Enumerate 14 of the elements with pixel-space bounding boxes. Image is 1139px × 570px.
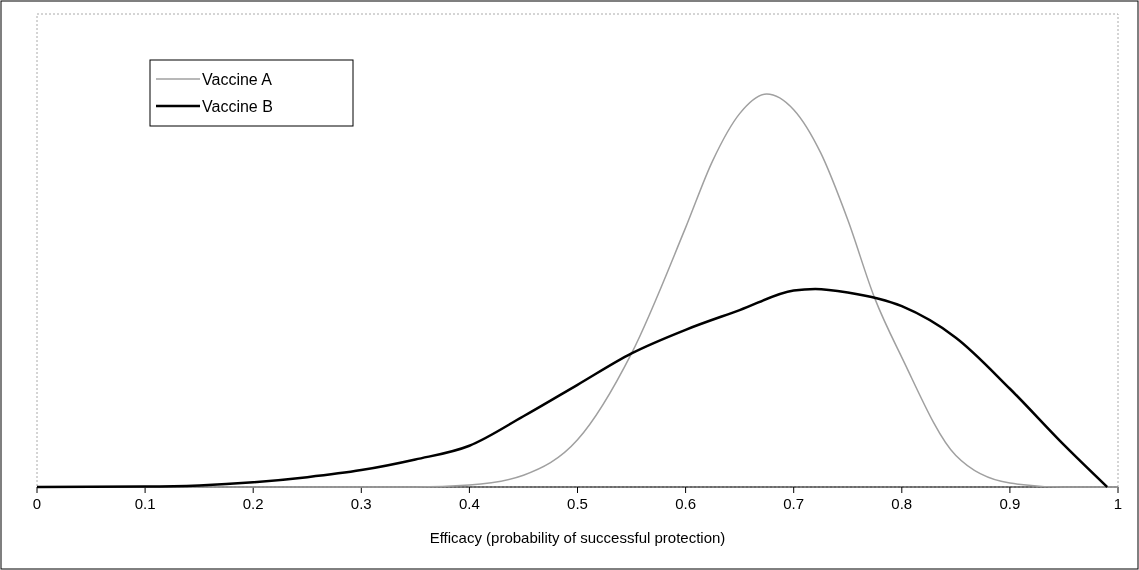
x-tick-label: 0.6: [675, 495, 697, 512]
x-tick-label: 0.9: [999, 495, 1021, 512]
x-tick-label: 0.1: [134, 495, 156, 512]
x-tick-label: 0.7: [783, 495, 805, 512]
x-tick-label: 0.4: [458, 495, 480, 512]
legend-label: Vaccine B: [202, 98, 273, 115]
legend-label: Vaccine A: [202, 71, 273, 88]
x-tick-label: 0.8: [891, 495, 913, 512]
x-tick-label: 0.3: [350, 495, 372, 512]
x-tick-label: 0.5: [567, 495, 588, 512]
x-axis-title: Efficacy (probability of successful protection): [429, 529, 726, 546]
x-tick-label: 0: [32, 495, 42, 512]
x-tick-label: 1: [1113, 495, 1123, 512]
x-tick-label: 0.2: [242, 495, 264, 512]
